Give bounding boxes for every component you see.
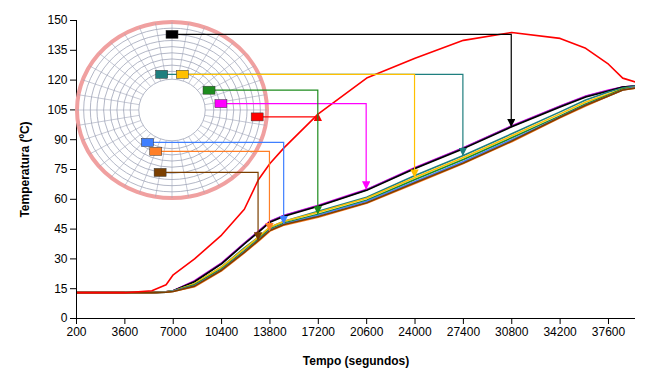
svg-text:75: 75 [54, 162, 68, 176]
svg-text:24000: 24000 [398, 325, 432, 339]
svg-text:34200: 34200 [543, 325, 577, 339]
svg-text:200: 200 [66, 325, 86, 339]
svg-text:27400: 27400 [447, 325, 481, 339]
svg-text:20600: 20600 [350, 325, 384, 339]
svg-text:135: 135 [47, 43, 67, 57]
svg-text:37600: 37600 [592, 325, 626, 339]
svg-text:30800: 30800 [495, 325, 529, 339]
svg-text:150: 150 [47, 13, 67, 27]
svg-text:Temperatura (ºC): Temperatura (ºC) [18, 121, 32, 217]
svg-text:17200: 17200 [302, 325, 336, 339]
svg-text:90: 90 [54, 133, 68, 147]
svg-text:10400: 10400 [205, 325, 239, 339]
svg-text:3600: 3600 [112, 325, 139, 339]
svg-text:45: 45 [54, 222, 68, 236]
svg-text:7000: 7000 [160, 325, 187, 339]
svg-text:30: 30 [54, 252, 68, 266]
svg-text:15: 15 [54, 282, 68, 296]
svg-text:13800: 13800 [253, 325, 287, 339]
svg-text:Tempo (segundos): Tempo (segundos) [303, 354, 409, 368]
svg-text:60: 60 [54, 192, 68, 206]
svg-text:0: 0 [61, 311, 68, 325]
svg-text:105: 105 [47, 103, 67, 117]
svg-text:120: 120 [47, 73, 67, 87]
